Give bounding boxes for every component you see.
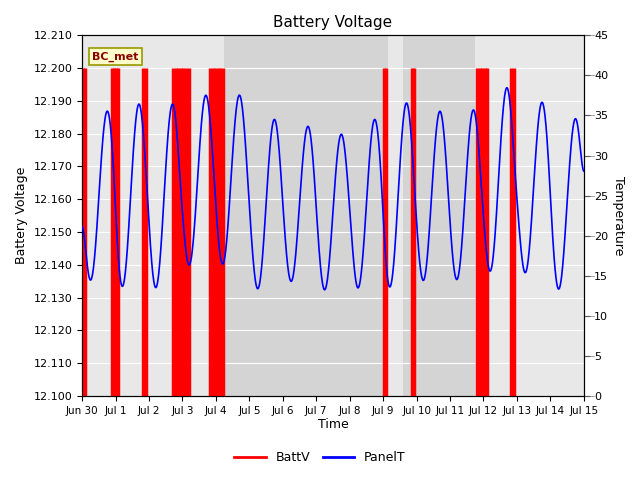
X-axis label: Time: Time [317, 419, 348, 432]
Bar [403, 36, 475, 396]
Y-axis label: Temperature: Temperature [612, 176, 625, 255]
Legend: BattV, PanelT: BattV, PanelT [229, 446, 411, 469]
Title: Battery Voltage: Battery Voltage [273, 15, 392, 30]
Y-axis label: Battery Voltage: Battery Voltage [15, 167, 28, 264]
Text: BC_met: BC_met [92, 51, 139, 62]
Bar [224, 36, 388, 396]
